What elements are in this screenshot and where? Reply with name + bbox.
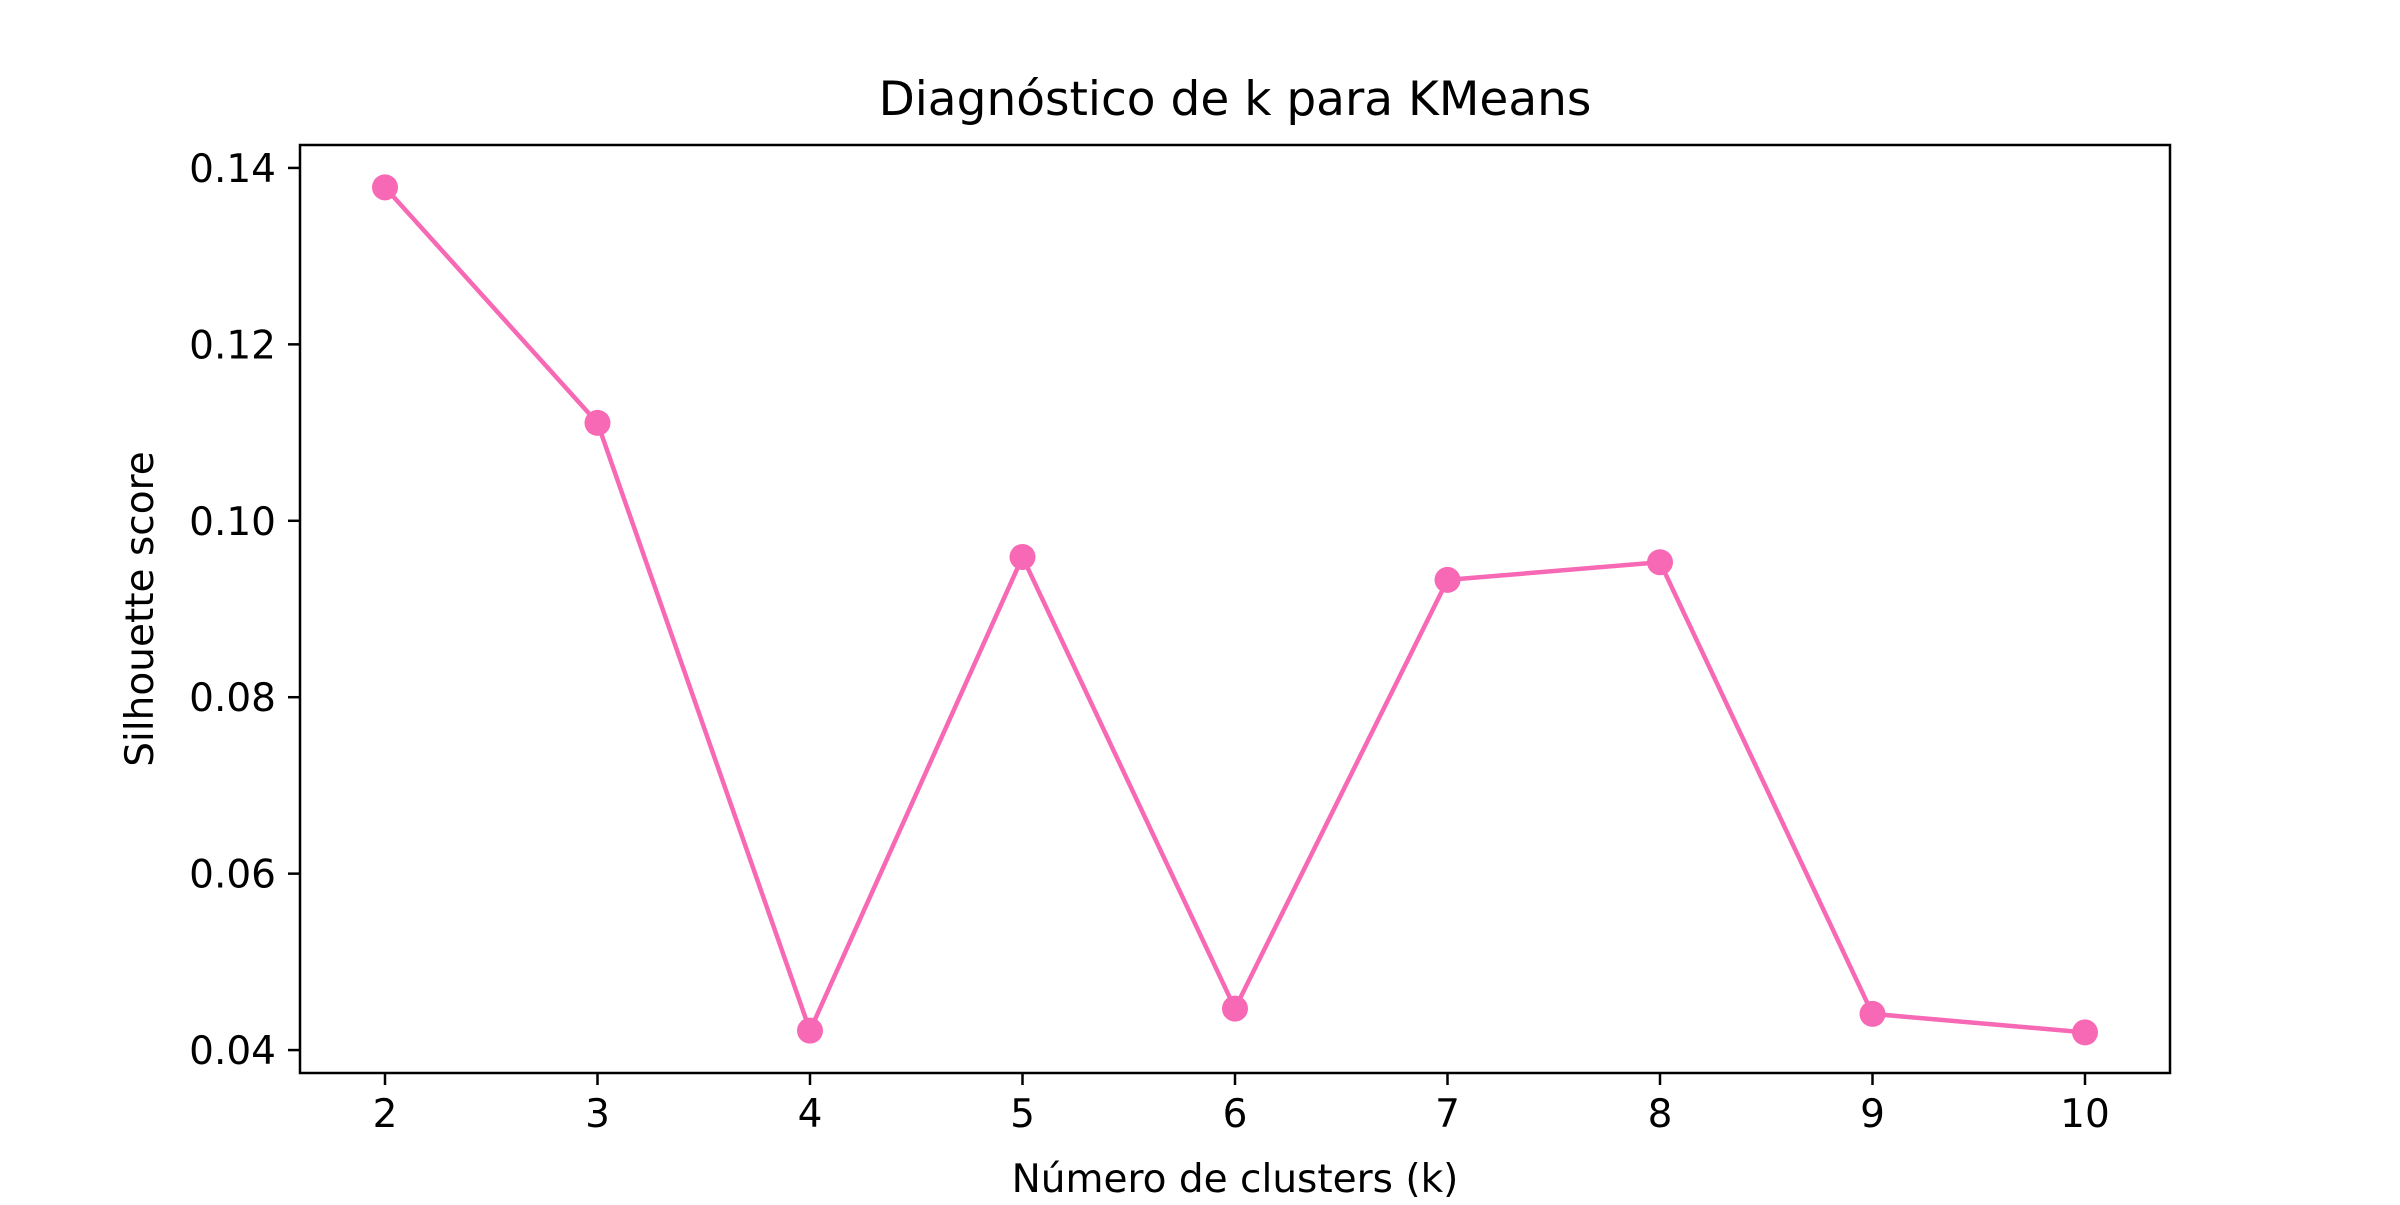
- x-tick-label: 7: [1435, 1092, 1460, 1137]
- y-tick-label: 0.08: [189, 676, 276, 721]
- data-point: [1434, 566, 1461, 593]
- data-point: [2072, 1019, 2098, 1046]
- y-tick-label: 0.06: [189, 853, 276, 898]
- x-axis-label: Número de clusters (k): [1012, 1157, 1459, 1200]
- y-axis: 0.04 0.06 0.08 0.10 0.12 0.14: [189, 147, 300, 1074]
- data-point: [1009, 543, 1036, 570]
- x-tick-label: 8: [1648, 1092, 1673, 1137]
- x-tick-label: 6: [1223, 1092, 1248, 1137]
- y-tick-label: 0.14: [189, 147, 276, 192]
- chart-title: Diagnóstico de k para KMeans: [879, 72, 1592, 127]
- x-tick-label: 9: [1860, 1092, 1885, 1137]
- y-tick-label: 0.12: [189, 323, 276, 368]
- data-point: [1859, 1000, 1886, 1027]
- plot-area: [372, 174, 2098, 1046]
- x-axis: 2 3 4 5 6 7 8 9 10: [373, 1073, 2110, 1137]
- y-axis-label: Silhouette score: [118, 451, 163, 767]
- data-point: [372, 174, 398, 201]
- x-tick-label: 10: [2060, 1092, 2110, 1137]
- y-tick-label: 0.04: [189, 1029, 276, 1074]
- data-point: [1222, 995, 1248, 1022]
- x-tick-label: 3: [585, 1092, 610, 1137]
- y-tick-label: 0.10: [189, 500, 276, 545]
- data-point: [1647, 549, 1673, 576]
- data-point: [797, 1017, 823, 1044]
- data-point: [584, 409, 611, 436]
- x-tick-label: 5: [1010, 1092, 1035, 1137]
- x-tick-label: 2: [373, 1092, 398, 1137]
- x-tick-label: 4: [798, 1092, 823, 1137]
